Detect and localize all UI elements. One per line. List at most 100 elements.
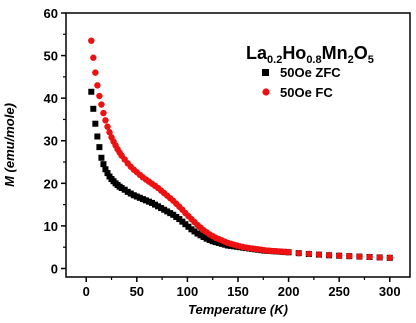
data-point <box>182 221 189 228</box>
data-point <box>152 201 159 208</box>
data-point <box>346 252 353 260</box>
data-point <box>127 190 134 197</box>
data-point <box>139 196 146 203</box>
y-axis: 0 10 20 30 40 50 60 <box>44 6 66 276</box>
data-point <box>142 197 149 204</box>
y-tick-label: 20 <box>44 176 58 191</box>
title-part: O <box>354 43 368 63</box>
data-point <box>155 203 162 210</box>
series-fc <box>88 37 393 262</box>
data-point <box>188 226 195 233</box>
data-point <box>366 253 373 261</box>
x-tick-label: 150 <box>227 284 249 299</box>
data-point <box>88 88 95 95</box>
data-point <box>104 123 111 130</box>
data-point <box>185 223 192 230</box>
data-point <box>305 250 313 257</box>
data-point <box>100 109 107 117</box>
x-tick-label: 250 <box>328 284 350 299</box>
data-point <box>98 154 105 161</box>
data-point <box>94 82 101 89</box>
data-point <box>94 133 101 140</box>
data-point <box>136 194 143 201</box>
data-point <box>90 54 97 61</box>
data-point <box>200 233 207 240</box>
data-point <box>124 188 131 195</box>
data-point <box>212 239 219 246</box>
data-point <box>96 144 103 151</box>
data-point <box>335 252 343 259</box>
data-point <box>285 248 292 256</box>
data-point <box>98 101 105 108</box>
data-point <box>176 216 183 223</box>
title-part: 5 <box>368 54 374 66</box>
data-point <box>164 208 171 215</box>
data-point <box>191 228 198 235</box>
y-tick-label: 10 <box>44 219 58 234</box>
data-point <box>158 205 165 212</box>
data-point <box>149 199 155 206</box>
data-point <box>100 161 107 168</box>
x-tick-label: 50 <box>130 284 144 299</box>
legend-label-zfc: 50Oe ZFC <box>280 65 341 80</box>
title-part: Mn <box>322 43 348 63</box>
data-point <box>92 69 99 76</box>
y-tick-label: 0 <box>51 261 58 276</box>
data-point <box>386 254 393 262</box>
title-part: 2 <box>348 54 354 66</box>
data-point <box>88 37 95 44</box>
data-point <box>315 251 323 258</box>
chart-title: La0.2Ho0.8Mn2O5 <box>246 43 374 66</box>
legend-marker-fc <box>262 88 270 96</box>
data-point <box>170 211 177 218</box>
title-part: La <box>246 43 268 63</box>
data-point <box>121 186 128 193</box>
series-layer <box>88 37 393 262</box>
data-point <box>102 117 109 124</box>
title-part: 0.8 <box>306 54 321 66</box>
title-part: 0.2 <box>267 54 282 66</box>
data-point <box>104 170 111 177</box>
y-tick-label: 60 <box>44 6 58 21</box>
data-point <box>133 193 140 200</box>
data-point <box>161 206 168 213</box>
legend-marker-zfc <box>262 69 269 76</box>
data-point <box>325 251 333 259</box>
data-point <box>197 232 204 239</box>
data-point <box>118 185 125 192</box>
x-tick-label: 200 <box>278 284 300 299</box>
data-point <box>145 198 152 205</box>
x-tick-label: 100 <box>177 284 199 299</box>
y-tick-label: 30 <box>44 134 58 149</box>
x-tick-label: 0 <box>83 284 90 299</box>
legend: 50Oe ZFC 50Oe FC <box>262 65 341 100</box>
y-tick-label: 50 <box>44 49 58 64</box>
data-point <box>356 253 363 260</box>
title-part: Ho <box>282 43 306 63</box>
data-point <box>102 166 109 173</box>
data-point <box>203 235 210 242</box>
data-point <box>92 120 99 127</box>
plot-frame <box>65 12 411 278</box>
data-point <box>295 249 302 257</box>
data-point <box>218 240 225 247</box>
data-point <box>206 236 213 243</box>
x-tick-label: 300 <box>379 284 401 299</box>
data-point <box>167 210 174 217</box>
data-point <box>376 254 383 261</box>
data-point <box>179 218 186 225</box>
y-tick-label: 40 <box>44 91 58 106</box>
x-axis-title: Temperature (K) <box>188 302 288 317</box>
data-point <box>90 105 97 112</box>
data-point <box>215 239 222 246</box>
data-point <box>209 238 216 245</box>
data-point <box>173 213 180 220</box>
data-point <box>106 129 113 136</box>
data-point <box>96 92 103 100</box>
y-axis-title: M (emu/mole) <box>2 103 17 187</box>
legend-label-fc: 50Oe FC <box>280 85 333 100</box>
data-point <box>194 230 201 237</box>
x-axis: 0 50 100 150 200 250 300 <box>83 277 401 299</box>
data-point <box>130 192 137 199</box>
